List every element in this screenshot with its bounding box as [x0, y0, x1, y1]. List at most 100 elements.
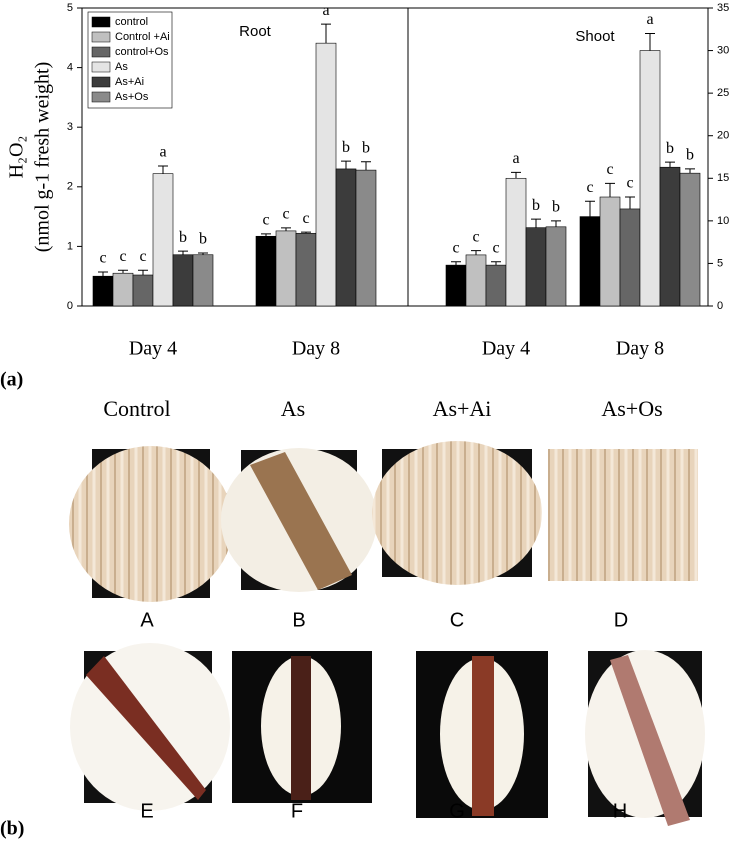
error-bar [261, 233, 271, 237]
significance-letter: b [342, 139, 350, 156]
root-tissue [250, 452, 352, 590]
bar [192, 254, 214, 307]
significance-letter: a [512, 150, 519, 167]
x-tick-label: Day 4 [482, 338, 530, 360]
significance-letter: c [626, 175, 633, 192]
image-label: F [291, 800, 303, 822]
bar [639, 50, 661, 307]
bar [132, 274, 154, 307]
column-heading: As+Os [601, 396, 662, 421]
y-tick-label: 15 [717, 172, 729, 184]
panel-title: Root [239, 23, 272, 40]
image-label: G [449, 800, 465, 822]
error-bar [301, 231, 311, 234]
significance-letter: a [159, 144, 166, 161]
error-bar [531, 218, 541, 228]
y-axis-label: (nmol g-1 fresh weight) [32, 62, 54, 253]
y-tick-label: 1 [67, 240, 73, 252]
error-bar [118, 269, 128, 274]
error-bar [451, 261, 461, 266]
legend-label: As+Ai [115, 76, 144, 88]
significance-letter: c [302, 210, 309, 227]
bar [152, 173, 174, 307]
error-bar [625, 196, 635, 209]
bar [679, 172, 701, 307]
error-bar [158, 165, 168, 174]
error-bar [645, 33, 655, 51]
micrograph [548, 449, 698, 581]
legend-swatch [91, 46, 111, 58]
error-bar [491, 261, 501, 266]
y-axis-label: H₂O₂ [6, 136, 28, 179]
error-bar [321, 23, 331, 44]
column-heading: As+Ai [433, 396, 492, 421]
root-tissue [472, 656, 494, 816]
bar [315, 42, 337, 307]
bar [659, 166, 681, 307]
bar [355, 169, 377, 307]
significance-letter: c [262, 212, 269, 229]
legend-label: control [115, 16, 148, 28]
significance-letter: b [199, 231, 207, 248]
error-bar [98, 271, 108, 277]
bar [599, 196, 621, 307]
bar [505, 177, 527, 307]
y-tick-label: 3 [67, 121, 73, 133]
significance-letter: b [686, 147, 694, 164]
significance-letter: a [322, 2, 329, 19]
bar [255, 235, 277, 307]
error-bar [511, 171, 521, 179]
error-bar [281, 227, 291, 231]
x-tick-label: Day 8 [616, 338, 664, 360]
significance-letter: c [452, 239, 459, 256]
bar [465, 254, 487, 307]
significance-letter: b [179, 229, 187, 246]
bar [485, 264, 507, 307]
significance-letter: c [282, 206, 289, 223]
error-bar [198, 252, 208, 255]
root-tissue [291, 656, 311, 800]
bar [545, 226, 567, 307]
legend-label: As+Os [115, 91, 149, 103]
root-tissue [610, 655, 690, 826]
significance-letter: c [586, 179, 593, 196]
significance-letter: b [552, 199, 560, 216]
micrographs [69, 441, 705, 826]
bar [112, 272, 134, 307]
legend-swatch [91, 76, 111, 88]
y-tick-label: 4 [67, 62, 73, 74]
y-tick-label: 2 [67, 181, 73, 193]
bar [275, 230, 297, 307]
significance-letter: b [362, 139, 370, 156]
error-bar [665, 161, 675, 168]
root-tissue [86, 656, 206, 800]
image-label: E [140, 800, 153, 822]
x-tick-label: Day 8 [292, 338, 340, 360]
error-bar [361, 161, 371, 171]
significance-letter: a [646, 11, 653, 28]
image-label: B [292, 609, 305, 631]
bar [445, 264, 467, 307]
significance-letter: b [666, 140, 674, 157]
image-label: C [450, 609, 464, 631]
significance-letter: c [492, 239, 499, 256]
image-label: D [614, 609, 628, 631]
y-tick-label: 35 [717, 2, 729, 14]
bar [172, 254, 194, 307]
legend-label: As [115, 61, 128, 73]
bar [525, 227, 547, 307]
bar [579, 216, 601, 307]
significance-letter: c [606, 161, 613, 178]
bar [619, 208, 641, 307]
significance-letter: c [99, 250, 106, 267]
y-tick-label: 0 [67, 300, 73, 312]
legend-swatch [91, 61, 111, 73]
panel-label: (a) [0, 369, 23, 391]
y-tick-label: 30 [717, 44, 729, 56]
significance-letter: c [472, 228, 479, 245]
column-heading: Control [103, 396, 170, 421]
legend-label: Control +Ai [115, 31, 170, 43]
significance-letter: b [532, 197, 540, 214]
error-bar [685, 168, 695, 174]
